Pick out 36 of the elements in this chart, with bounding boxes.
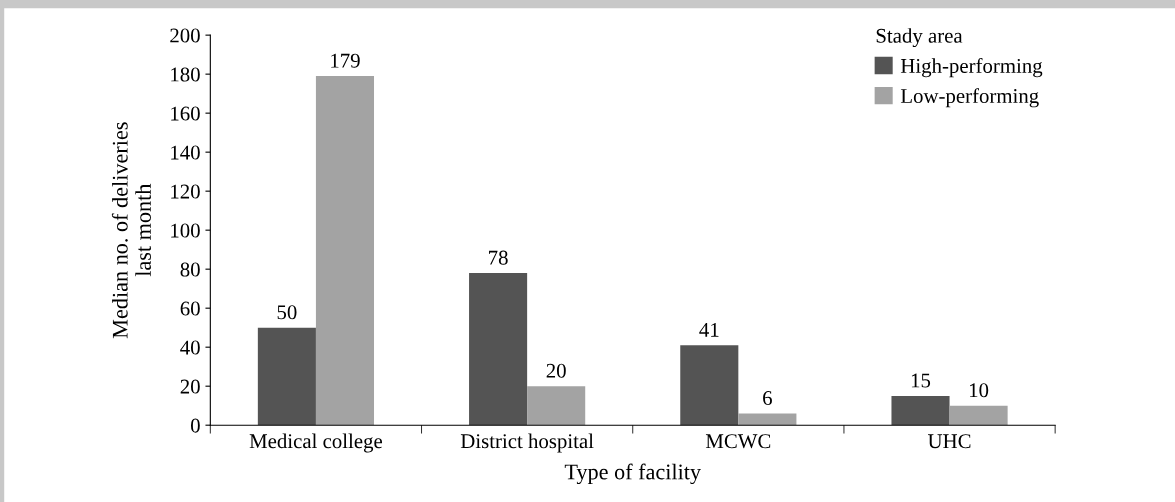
x-tick-label: MCWC [705, 434, 771, 449]
y-tick-label: 20 [180, 379, 200, 394]
y-tick-label: 200 [170, 28, 200, 43]
bar [891, 395, 950, 426]
data-label: 78 [489, 250, 508, 265]
data-label: 179 [331, 53, 360, 68]
y-tick-label: 140 [171, 145, 200, 160]
y-tick-label: 60 [180, 301, 200, 316]
y-axis-title: Median no. of deliveries last month [111, 122, 151, 339]
x-tick-label: UHC [927, 434, 971, 449]
y-tick-label: 180 [171, 67, 200, 82]
y-tick-label: 0 [190, 418, 200, 433]
bar [680, 345, 739, 426]
bar [315, 76, 375, 426]
x-tick-label: Medical college [249, 433, 383, 453]
data-label: 10 [970, 383, 989, 398]
data-label: 41 [699, 322, 719, 337]
x-axis-title: Type of facility [564, 463, 701, 485]
legend-label: High-performing [900, 58, 1043, 78]
data-label: 50 [277, 305, 297, 320]
data-label: 15 [911, 373, 931, 388]
bar [527, 386, 586, 426]
y-tick-label: 80 [180, 262, 200, 277]
data-label: 6 [763, 391, 772, 406]
bar [738, 413, 797, 426]
y-tick-label: 100 [171, 223, 200, 238]
legend-title: Stady area [876, 28, 963, 48]
y-tick-label: 160 [171, 106, 200, 121]
y-tick-label: 120 [171, 184, 200, 199]
legend-label: Low-performing [900, 88, 1039, 108]
bar [257, 327, 316, 426]
y-tick-label: 40 [180, 340, 200, 355]
data-label: 20 [546, 363, 566, 378]
bar [949, 405, 1008, 426]
bar [469, 273, 528, 426]
x-tick-label: District hospital [460, 433, 594, 453]
